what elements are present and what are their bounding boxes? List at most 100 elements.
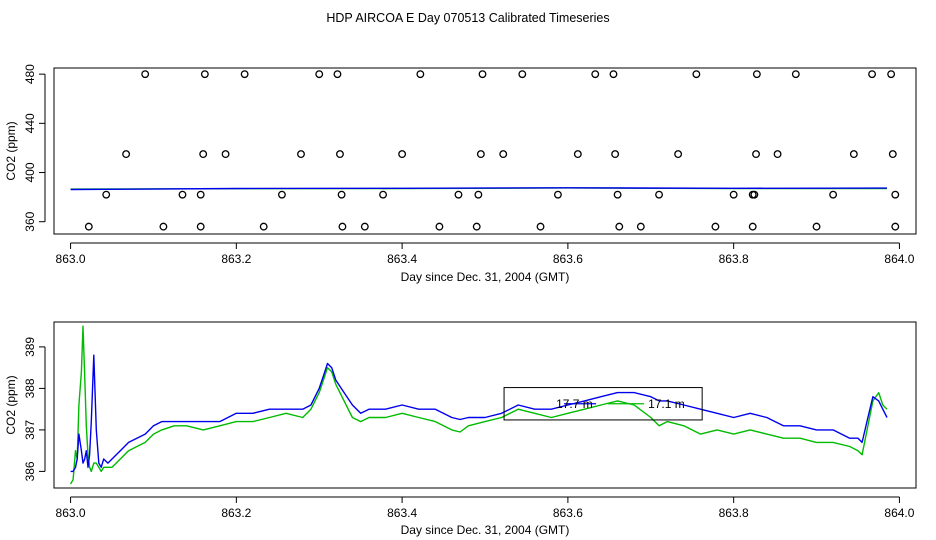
reference-point bbox=[398, 150, 407, 159]
reference-point bbox=[553, 190, 562, 199]
x-tick-label-top: 863.4 bbox=[387, 252, 417, 266]
reference-point bbox=[573, 150, 582, 159]
y-tick-label-bottom: 386 bbox=[23, 461, 37, 481]
reference-point bbox=[315, 70, 324, 79]
reference-point bbox=[791, 70, 800, 79]
x-tick-label-top: 864.0 bbox=[884, 252, 914, 266]
reference-point bbox=[750, 190, 759, 199]
reference-point bbox=[611, 150, 620, 159]
reference-point bbox=[338, 222, 347, 231]
reference-point bbox=[499, 150, 508, 159]
reference-point bbox=[277, 190, 286, 199]
reference-point bbox=[333, 70, 342, 79]
reference-point bbox=[729, 190, 738, 199]
reference-point bbox=[849, 150, 858, 159]
y-axis-label-top: CO2 (ppm) bbox=[4, 121, 18, 180]
reference-points bbox=[84, 70, 900, 231]
reference-point bbox=[711, 222, 720, 231]
reference-point bbox=[891, 222, 900, 231]
series-line-bottom-0 bbox=[69, 325, 888, 485]
x-tick-label-top: 863.8 bbox=[719, 252, 749, 266]
y-tick-label-top: 440 bbox=[23, 113, 37, 133]
reference-point bbox=[887, 70, 896, 79]
reference-point bbox=[518, 70, 527, 79]
x-tick-label-top: 863.2 bbox=[221, 252, 251, 266]
x-axis-top: 863.0 863.2 863.4 863.6 863.8 864.0 bbox=[56, 242, 915, 266]
reference-point bbox=[84, 222, 93, 231]
reference-point bbox=[891, 190, 900, 199]
chart-title: HDP AIRCOA E Day 070513 Calibrated Times… bbox=[326, 11, 609, 25]
x-axis-bottom: 863.0 863.2 863.4 863.6 863.8 864.0 bbox=[56, 496, 915, 520]
reference-point bbox=[609, 70, 618, 79]
plot-frame-top bbox=[53, 67, 917, 235]
x-tick-label-bottom: 863.0 bbox=[56, 506, 86, 520]
reference-point bbox=[122, 150, 131, 159]
y-axis-top: 360 400 440 480 bbox=[23, 64, 46, 232]
y-tick-label-top: 480 bbox=[23, 64, 37, 84]
reference-point bbox=[476, 150, 485, 159]
reference-point bbox=[868, 70, 877, 79]
y-axis-label-bottom: CO2 (ppm) bbox=[4, 375, 18, 434]
y-axis-bottom: 386 387 388 389 bbox=[23, 337, 46, 481]
y-tick-label-top: 400 bbox=[23, 162, 37, 182]
y-tick-label-bottom: 389 bbox=[23, 337, 37, 357]
reference-point bbox=[454, 190, 463, 199]
reference-point bbox=[102, 190, 111, 199]
reference-point bbox=[196, 190, 205, 199]
reference-point bbox=[221, 150, 230, 159]
reference-point bbox=[337, 190, 346, 199]
x-tick-label-bottom: 864.0 bbox=[884, 506, 914, 520]
reference-point bbox=[199, 150, 208, 159]
reference-point bbox=[478, 70, 487, 79]
series-bottom bbox=[69, 325, 888, 485]
reference-point bbox=[888, 150, 897, 159]
reference-point bbox=[472, 222, 481, 231]
x-axis-label-top: Day since Dec. 31, 2004 (GMT) bbox=[401, 270, 570, 284]
reference-point bbox=[435, 222, 444, 231]
reference-point bbox=[240, 70, 249, 79]
x-tick-label-bottom: 863.2 bbox=[221, 506, 251, 520]
reference-point bbox=[752, 70, 761, 79]
reference-point bbox=[615, 222, 624, 231]
reference-point bbox=[474, 190, 483, 199]
panel-top: 863.0 863.2 863.4 863.6 863.8 864.0 360 400 440… bbox=[4, 64, 917, 284]
x-tick-label-bottom: 863.6 bbox=[553, 506, 583, 520]
x-tick-label-top: 863.6 bbox=[553, 252, 583, 266]
legend-label-17-7m: 17.7 m bbox=[556, 397, 593, 411]
reference-point bbox=[655, 190, 664, 199]
series-line-top-1 bbox=[70, 187, 888, 191]
plot-frame-bottom bbox=[53, 321, 917, 489]
reference-point bbox=[752, 150, 760, 159]
reference-point bbox=[613, 190, 622, 199]
x-tick-label-bottom: 863.4 bbox=[387, 506, 417, 520]
reference-point bbox=[748, 222, 757, 231]
panel-bottom: 863.0 863.2 863.4 863.6 863.8 864.0 386 387 388… bbox=[4, 321, 917, 537]
x-tick-label-bottom: 863.8 bbox=[719, 506, 749, 520]
reference-point bbox=[200, 70, 209, 79]
series-top bbox=[70, 187, 888, 191]
reference-point bbox=[360, 222, 369, 231]
reference-point bbox=[416, 70, 425, 79]
reference-point bbox=[196, 222, 205, 231]
reference-point bbox=[178, 190, 187, 199]
reference-point bbox=[297, 150, 305, 159]
legend-label-17-1m: 17.1 m bbox=[648, 397, 685, 411]
reference-point bbox=[336, 150, 344, 159]
reference-point bbox=[829, 190, 838, 199]
reference-point bbox=[379, 190, 388, 199]
reference-point bbox=[591, 70, 600, 79]
reference-point bbox=[536, 222, 545, 231]
reference-point bbox=[812, 222, 821, 231]
reference-point bbox=[159, 222, 168, 231]
x-axis-label-bottom: Day since Dec. 31, 2004 (GMT) bbox=[401, 523, 570, 537]
y-tick-label-top: 360 bbox=[23, 211, 37, 231]
legend: 17.7 m 17.1 m bbox=[503, 387, 703, 421]
y-tick-label-bottom: 387 bbox=[23, 420, 37, 440]
x-tick-label-top: 863.0 bbox=[56, 252, 86, 266]
reference-point bbox=[636, 222, 645, 231]
series-line-bottom-1 bbox=[70, 354, 888, 473]
y-tick-label-bottom: 388 bbox=[23, 378, 37, 398]
reference-point bbox=[674, 150, 683, 159]
reference-point bbox=[692, 70, 701, 79]
